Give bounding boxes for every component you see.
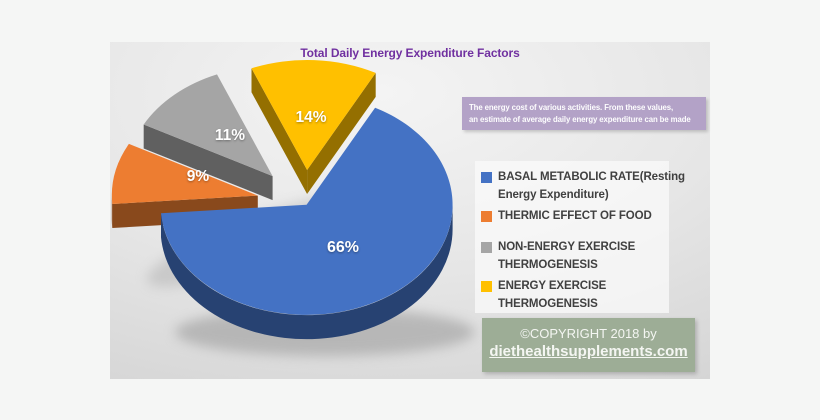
legend-swatch-icon — [481, 281, 492, 292]
legend-label: NON-ENERGY EXERCISE THERMOGENESIS — [498, 241, 636, 271]
annotation-line: The energy cost of various activities. F… — [469, 103, 674, 112]
annotation-box: The energy cost of various activities. F… — [462, 97, 706, 130]
legend-item: BASAL METABOLIC RATE(Resting Energy Expen… — [481, 168, 685, 204]
pie-slice — [251, 60, 376, 170]
copyright-box: ©COPYRIGHT 2018 by diethealthsupplements… — [482, 318, 695, 372]
copyright-text: ©COPYRIGHT 2018 by — [520, 326, 657, 341]
pie-data-label: 66% — [327, 239, 359, 256]
pie-slice — [143, 74, 273, 177]
pie-slice-side — [251, 68, 308, 194]
legend-swatch-icon — [481, 172, 492, 183]
legend-swatch-icon — [481, 242, 492, 253]
pie-data-label: 14% — [295, 109, 326, 126]
site-link[interactable]: diethealthsupplements.com — [489, 343, 688, 360]
pie-slice — [111, 143, 258, 204]
pie-slice-side — [307, 72, 376, 194]
pie-chart: 66% 9% 11% 14% — [111, 60, 475, 356]
legend-label: THERMIC EFFECT OF FOOD — [498, 210, 652, 222]
legend-item: NON-ENERGY EXERCISE THERMOGENESIS — [481, 238, 669, 274]
pie-slice-side — [161, 204, 453, 340]
pie-slice-side — [111, 195, 113, 228]
pie-data-label: 11% — [215, 127, 245, 144]
legend-swatch-icon — [481, 211, 492, 222]
chart-slide: Total Daily Energy Expenditure Factors 6… — [110, 42, 710, 379]
pie-slice-side — [143, 124, 273, 201]
legend-label: BASAL METABOLIC RATE(Resting Energy Expen… — [498, 171, 685, 201]
legend-item: THERMIC EFFECT OF FOOD — [481, 207, 669, 225]
legend-label: ENERGY EXERCISE THERMOGENESIS — [498, 280, 607, 310]
pie-slice — [161, 107, 453, 315]
chart-legend: BASAL METABOLIC RATE(Resting Energy Expen… — [475, 161, 685, 313]
legend-item: ENERGY EXERCISE THERMOGENESIS — [481, 277, 669, 313]
pie-data-label: 9% — [187, 168, 210, 185]
annotation-line: an estimate of average daily energy expe… — [469, 114, 691, 124]
chart-title: Total Daily Energy Expenditure Factors — [300, 46, 520, 60]
